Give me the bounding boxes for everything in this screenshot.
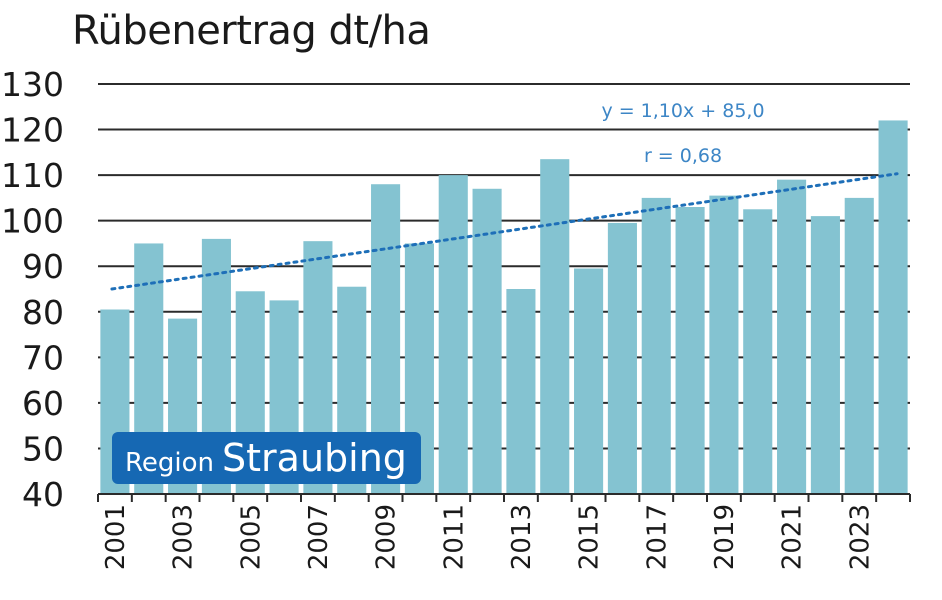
x-tick-label-2011: 2011 xyxy=(439,504,469,570)
bar-2018 xyxy=(675,207,705,494)
y-tick-label-40: 40 xyxy=(22,475,64,514)
y-axis: 40 50 60 70 80 90 100 110 120 130 xyxy=(1,65,64,514)
bar-2016 xyxy=(607,222,637,494)
bar-2013 xyxy=(506,289,536,494)
trendline xyxy=(110,172,899,291)
x-axis: 2001 2003 2005 2007 2009 2011 2013 2015 2017 2019… xyxy=(97,493,911,570)
bar-2024 xyxy=(878,120,908,494)
x-tick-label-2007: 2007 xyxy=(304,504,334,570)
chart-title: Rübenertrag dt/ha xyxy=(72,8,431,54)
y-tick-label-50: 50 xyxy=(22,429,64,468)
bar-2017 xyxy=(641,197,671,494)
bar-2012 xyxy=(472,188,502,494)
bar-2020 xyxy=(743,209,773,494)
y-tick-label-60: 60 xyxy=(22,384,64,423)
x-tick-label-2005: 2005 xyxy=(236,504,266,570)
bar-2015 xyxy=(574,268,604,494)
trendline-path xyxy=(110,172,899,291)
x-tick-label-2009: 2009 xyxy=(372,504,402,570)
bar-2014 xyxy=(540,159,570,494)
x-tick-label-2001: 2001 xyxy=(101,504,131,570)
region-badge: Region Straubing xyxy=(112,432,421,484)
x-tick-label-2021: 2021 xyxy=(778,504,808,570)
bar-2019 xyxy=(709,195,739,494)
bar-2021 xyxy=(777,179,807,494)
bar-2022 xyxy=(810,216,840,494)
trendline-equation: y = 1,10x + 85,0 xyxy=(601,100,764,122)
bar-2023 xyxy=(844,197,874,494)
y-tick-label-80: 80 xyxy=(22,293,64,332)
x-tick-label-2013: 2013 xyxy=(507,504,537,570)
y-tick-label-130: 130 xyxy=(1,65,64,104)
region-badge-label: Region xyxy=(125,448,215,478)
y-tick-label-100: 100 xyxy=(1,202,64,241)
region-badge-name: Straubing xyxy=(222,436,407,480)
bar-2011 xyxy=(438,175,468,494)
x-tick-label-2017: 2017 xyxy=(642,504,672,570)
y-tick-label-90: 90 xyxy=(22,247,64,286)
y-tick-label-110: 110 xyxy=(1,156,64,195)
x-tick-label-2015: 2015 xyxy=(575,504,605,570)
x-tick-label-2019: 2019 xyxy=(710,504,740,570)
correlation-label: r = 0,68 xyxy=(644,145,722,167)
x-tick-label-2023: 2023 xyxy=(845,504,875,570)
x-tick-label-2003: 2003 xyxy=(169,504,199,570)
y-tick-label-70: 70 xyxy=(22,338,64,377)
y-tick-label-120: 120 xyxy=(1,111,64,150)
